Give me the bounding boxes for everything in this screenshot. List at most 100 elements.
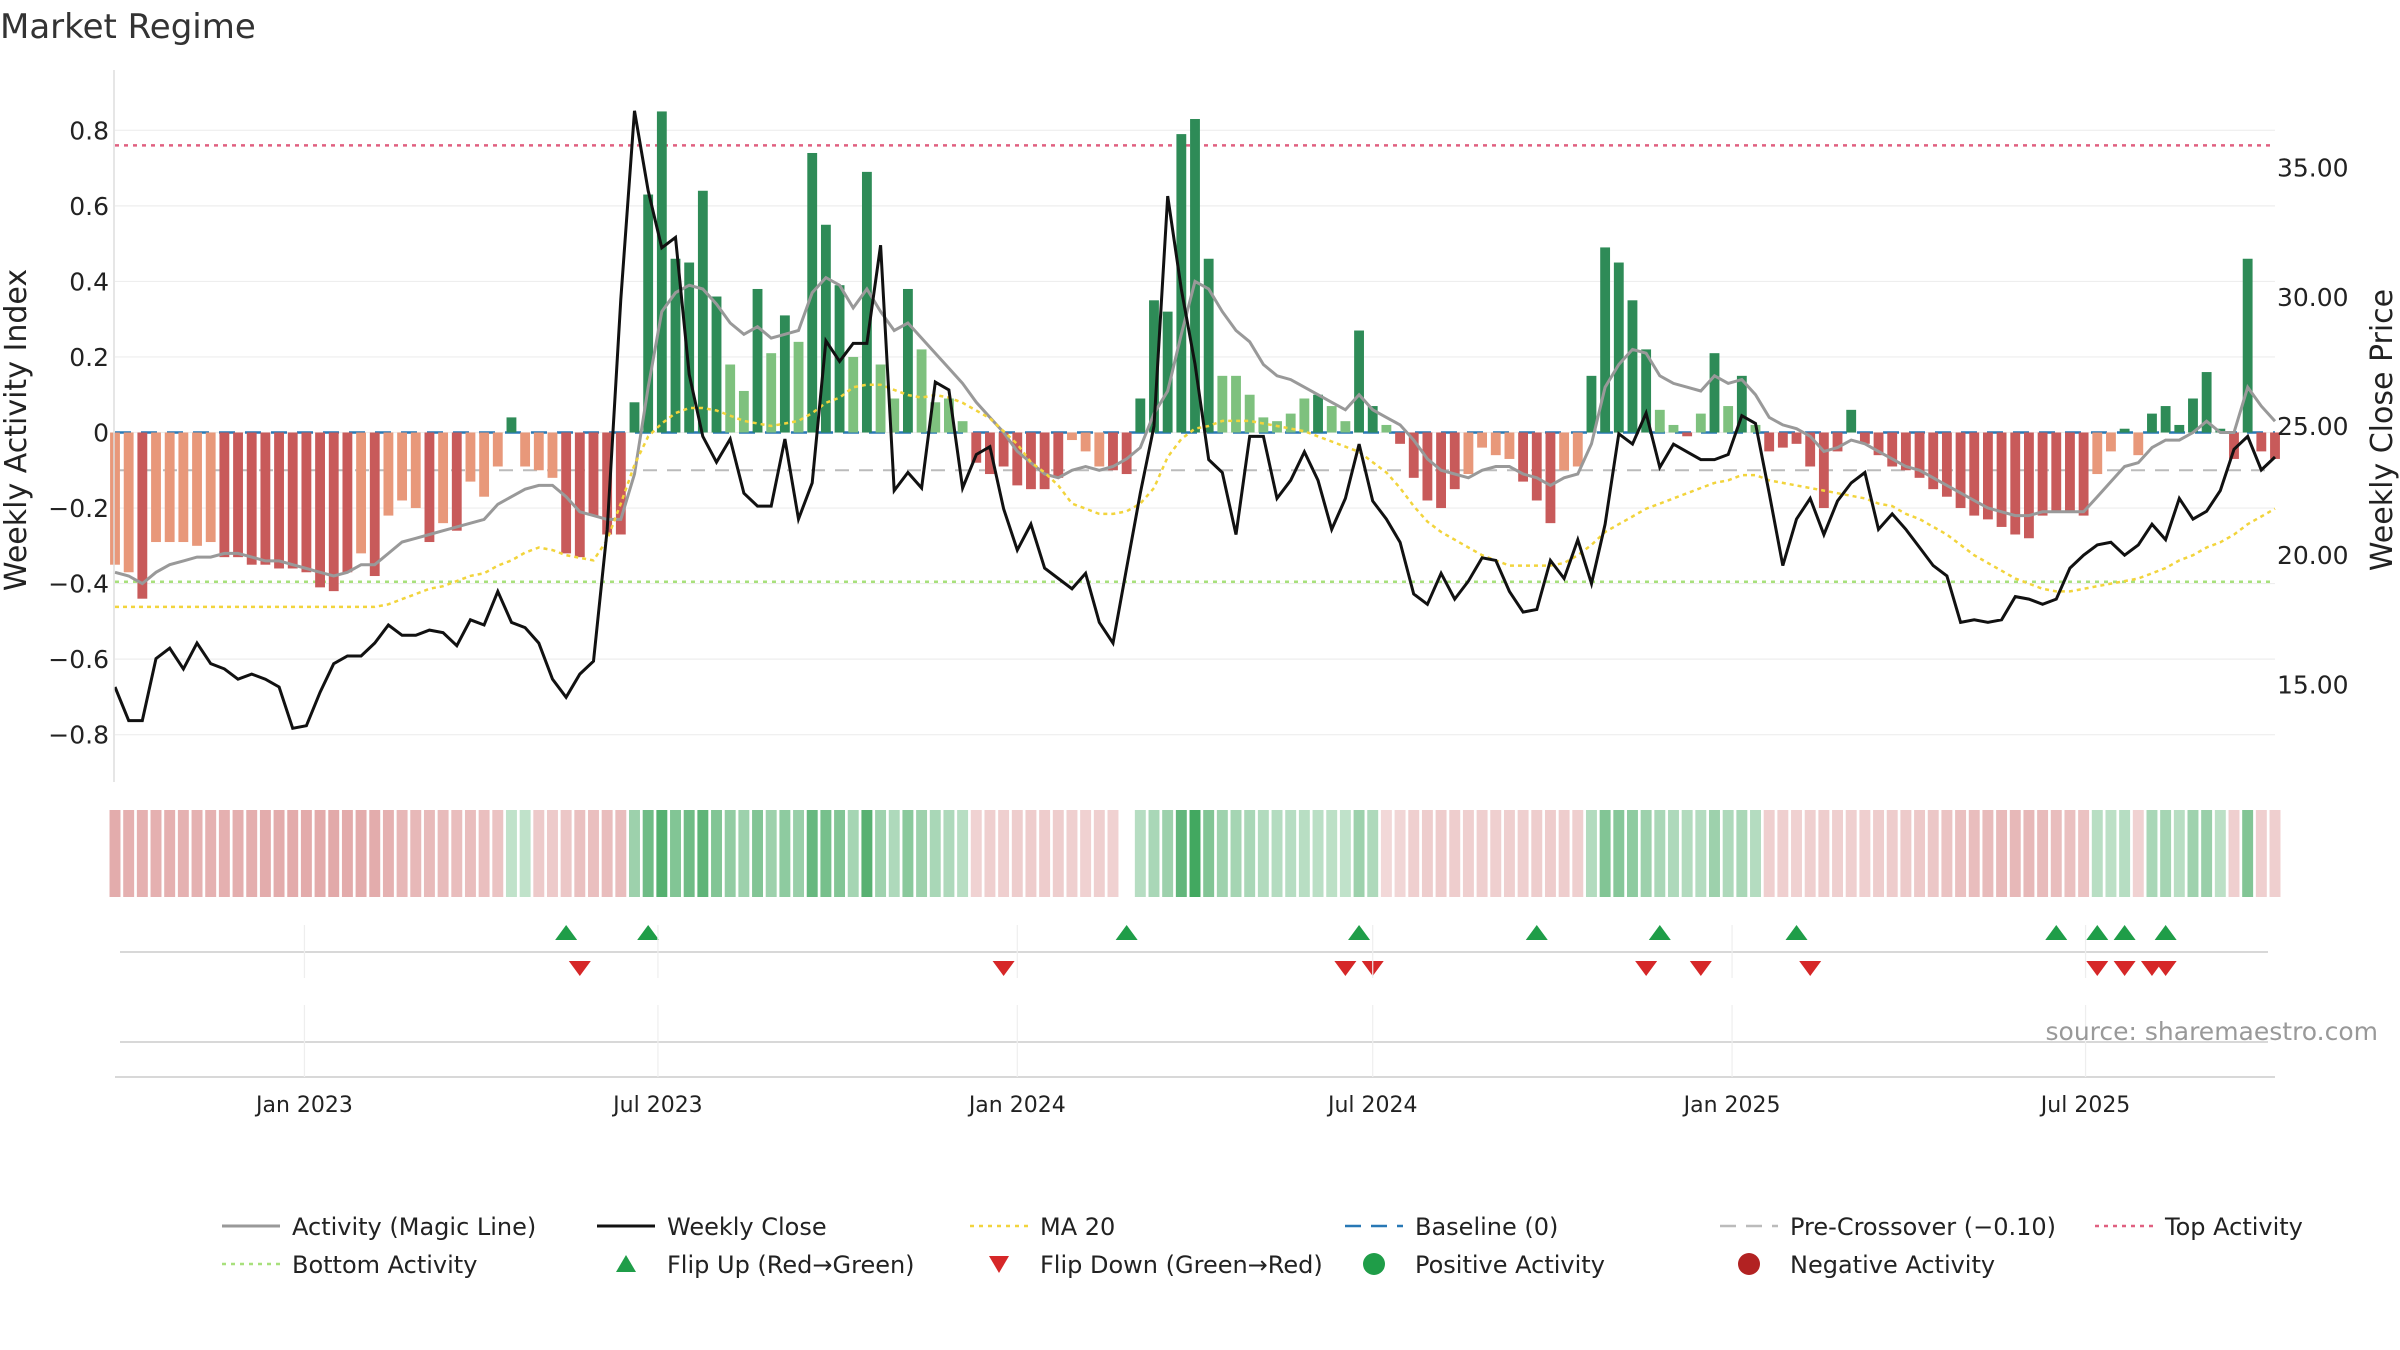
regime-strip-cell [1832, 810, 1843, 897]
activity-bar [1914, 432, 1925, 478]
activity-bar [643, 194, 654, 433]
regime-strip-cell [1380, 810, 1392, 897]
activity-bar [1395, 432, 1405, 444]
activity-bar [274, 432, 284, 569]
regime-strip-cell [1107, 810, 1119, 897]
activity-bar [2270, 432, 2280, 459]
activity-bar [944, 398, 954, 433]
legend-item: Negative Activity [1738, 1251, 1995, 1279]
regime-strip-cell [205, 810, 217, 897]
flip-down-marker [1799, 961, 1822, 976]
regime-strip-cell [1367, 810, 1379, 897]
activity-bar [1654, 409, 1665, 433]
regime-strip-cell [1695, 810, 1707, 897]
regime-strip-cell [2201, 810, 2213, 897]
activity-bar [1231, 375, 1241, 433]
regime-strip-cell [820, 810, 832, 897]
regime-strip-cell [1722, 810, 1734, 897]
regime-strip-cell [1462, 810, 1474, 897]
activity-bar [397, 432, 408, 501]
regime-strip-cell [1257, 810, 1269, 897]
regime-strip-cell [191, 810, 203, 897]
activity-bar [451, 432, 462, 531]
legend-item: Weekly Close [597, 1213, 827, 1241]
flip-markers [120, 925, 2268, 976]
activity-bar [492, 432, 503, 467]
regime-strip-cell [396, 810, 408, 897]
activity-bar [328, 432, 339, 592]
regime-strip-cell [1818, 810, 1830, 897]
regime-strip-cell [1627, 810, 1638, 897]
activity-bar [820, 224, 831, 433]
regime-strip-cell [287, 810, 299, 897]
regime-strip-cell [888, 810, 900, 897]
flip-down-marker [2154, 961, 2177, 976]
activity-bar [1900, 432, 1911, 471]
regime-strip-cell [615, 810, 627, 897]
regime-strip-cell [1285, 810, 1297, 897]
regime-strip-cell [300, 810, 312, 897]
activity-bar [629, 402, 640, 433]
activity-bar [2051, 432, 2062, 512]
activity-bar [574, 432, 585, 558]
regime-strip-cell [2078, 810, 2090, 897]
axes: 0.8 0.6 0.4 0.2 0 −0.2 −0.4 −0.6 −0.8 35.00 30.00 2… [48, 70, 2349, 782]
regime-strip-cell [1996, 810, 2008, 897]
right-tick-label: 35.00 [2277, 154, 2349, 183]
regime-strip-cell [437, 810, 449, 897]
regime-strip-cell [2173, 810, 2185, 897]
circle-icon [1363, 1253, 1385, 1275]
regime-strip-cell [1709, 810, 1720, 897]
regime-strip-cell [2228, 810, 2240, 897]
flip-up-marker [637, 925, 660, 940]
activity-bar [1887, 432, 1898, 467]
regime-strip-cell [1982, 810, 1994, 897]
activity-bar [1203, 258, 1214, 433]
regime-strip-cell [2009, 810, 2021, 897]
activity-bar [2229, 432, 2239, 459]
activity-bar [1928, 432, 1939, 490]
activity-bar [356, 432, 366, 554]
activity-bar [533, 432, 544, 471]
regime-strip-cell [711, 810, 722, 897]
right-tick-label: 25.00 [2277, 412, 2349, 441]
y-axis-right-label: Weekly Close Price [2365, 289, 2400, 571]
regime-strip-cell [1298, 810, 1310, 897]
regime-strip-cell [1613, 810, 1625, 897]
regime-strip-cell [1011, 810, 1023, 897]
activity-bar [2242, 258, 2253, 433]
regime-strip-cell [629, 810, 640, 897]
activity-bar [2010, 432, 2021, 535]
activity-bar [1586, 375, 1597, 433]
activity-bar [164, 432, 175, 543]
flip-up-marker [555, 925, 578, 940]
regime-strip-cell [943, 810, 955, 897]
activity-bar [1135, 398, 1146, 433]
regime-strip-cell [136, 810, 148, 897]
regime-strip-cell [410, 810, 422, 897]
activity-bar [1258, 417, 1269, 433]
activity-bar [1217, 375, 1228, 433]
activity-bar [2256, 432, 2267, 452]
regime-strip-cell [724, 810, 736, 897]
left-tick-label: 0.2 [69, 343, 109, 372]
regime-strip-cell [861, 810, 873, 897]
regime-strip-cell [1271, 810, 1283, 897]
regime-strip-cell [2255, 810, 2267, 897]
legend-label: Top Activity [2164, 1213, 2303, 1241]
triangle-up-icon [616, 1255, 636, 1272]
legend-label: Bottom Activity [292, 1251, 477, 1279]
activity-bar [1299, 398, 1310, 433]
regime-strip-cell [683, 810, 695, 897]
activity-bar [1572, 432, 1583, 467]
activity-bar [1613, 262, 1624, 433]
regime-strip [109, 810, 2281, 897]
activity-bar [561, 432, 572, 554]
activity-bar [1313, 394, 1323, 433]
activity-bar [971, 432, 982, 463]
activity-bar [2201, 372, 2212, 433]
regime-strip-cell [1490, 810, 1502, 897]
regime-strip-cell [2023, 810, 2035, 897]
activity-bar [301, 432, 312, 573]
